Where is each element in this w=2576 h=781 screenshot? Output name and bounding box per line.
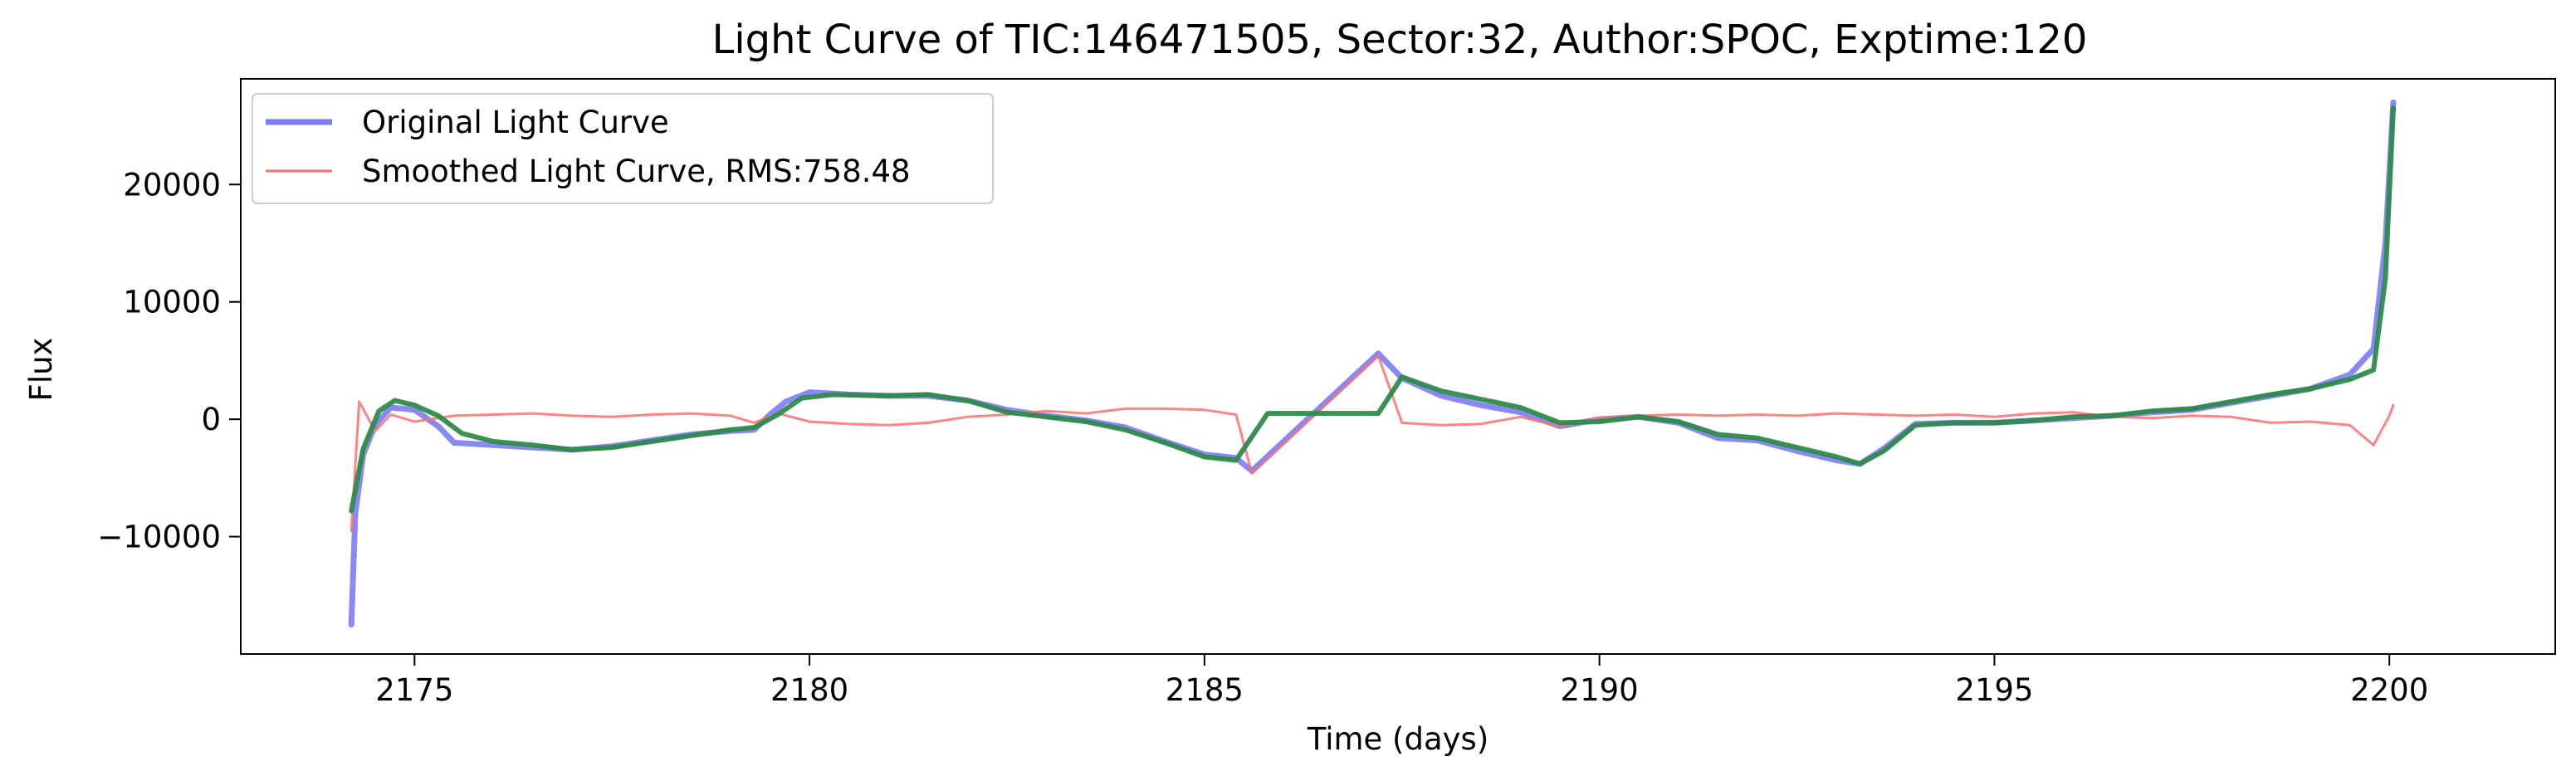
x-tick-label: 2185 <box>1166 672 1244 708</box>
series-line-trend <box>349 105 2396 514</box>
y-axis-label: Flux <box>23 338 59 402</box>
y-axis: −10000 0 10000 20000 <box>97 167 241 555</box>
chart-title: Light Curve of TIC:146471505, Sector:32,… <box>712 17 2088 63</box>
y-tick-label: 10000 <box>123 285 221 320</box>
x-tick-label: 2180 <box>770 672 848 708</box>
x-axis: 2175 2180 2185 2190 2195 2200 <box>375 654 2428 708</box>
plot-area-frame <box>240 78 2556 655</box>
x-tick-label: 2175 <box>375 672 453 708</box>
x-axis-label: Time (days) <box>1307 721 1489 757</box>
y-tick-label: 0 <box>201 402 221 437</box>
x-tick-label: 2200 <box>2350 672 2428 708</box>
x-tick-label: 2195 <box>1955 672 2033 708</box>
legend: Original Light Curve Smoothed Light Curv… <box>252 93 994 204</box>
legend-label-smoothed: Smoothed Light Curve, RMS:758.48 <box>362 154 911 189</box>
y-tick-label: 20000 <box>123 167 221 203</box>
x-tick-label: 2190 <box>1561 672 1639 708</box>
y-tick-label: −10000 <box>97 520 221 555</box>
legend-box <box>252 93 994 204</box>
series-layer <box>348 99 2397 628</box>
legend-label-original: Original Light Curve <box>362 105 669 140</box>
